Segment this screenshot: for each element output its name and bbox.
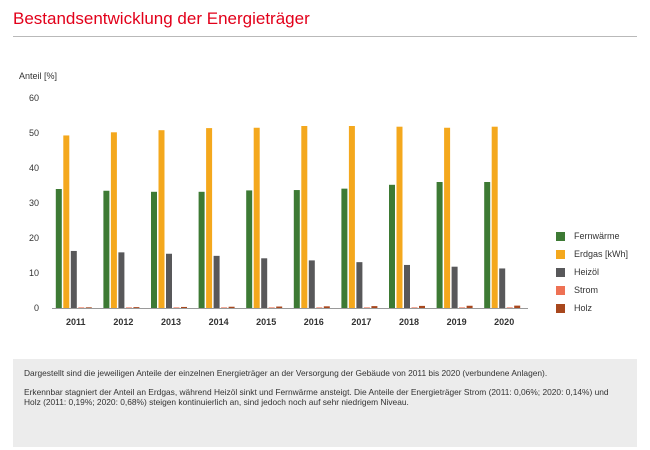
bar (341, 188, 348, 308)
legend-swatch (556, 249, 565, 259)
x-tick-label: 2016 (304, 317, 324, 327)
bar (389, 184, 395, 308)
legend-item: Fernwärme (556, 227, 628, 245)
bar (125, 307, 132, 308)
legend-item: Heizöl (556, 263, 628, 281)
legend-item: Strom (556, 281, 628, 299)
bar (110, 132, 117, 308)
x-tick-label: 2019 (447, 317, 467, 327)
bar (221, 307, 228, 308)
bar (436, 182, 443, 308)
bar (151, 191, 157, 308)
x-tick-label: 2012 (113, 317, 133, 327)
bar (323, 306, 330, 308)
bar (506, 307, 513, 308)
bar (459, 307, 466, 308)
x-tick-label: 2020 (494, 317, 514, 327)
bar (499, 268, 506, 308)
bar (55, 189, 62, 308)
description-paragraph-1: Dargestellt sind die jeweiligen Anteile … (24, 368, 548, 378)
bar (228, 306, 235, 308)
bar (404, 264, 410, 308)
y-tick-label: 10 (29, 268, 39, 278)
x-tick-label: 2015 (256, 317, 276, 327)
legend-swatch (556, 303, 565, 313)
x-tick-label: 2014 (209, 317, 229, 327)
y-axis: 0 10 20 30 40 50 60 (29, 93, 39, 313)
legend-label: Erdgas [kWh] (574, 249, 629, 259)
bar (118, 252, 125, 308)
y-tick-label: 30 (29, 198, 39, 208)
bar (63, 135, 70, 308)
bar (419, 305, 425, 308)
bar (166, 253, 172, 308)
bar (276, 306, 283, 308)
legend-swatch (556, 231, 565, 241)
bar (268, 307, 275, 308)
legend-label: Fernwärme (574, 231, 620, 241)
bar (293, 190, 300, 308)
y-tick-label: 0 (34, 303, 39, 313)
bar (514, 305, 521, 308)
bar (491, 126, 498, 308)
bar (206, 128, 213, 308)
title-divider (13, 36, 637, 37)
y-axis-title: Anteil [%] (19, 71, 58, 81)
bar (411, 307, 418, 308)
bar (181, 306, 187, 308)
bar (198, 191, 205, 308)
bar (78, 307, 85, 308)
bar (348, 126, 355, 308)
bar (133, 307, 140, 309)
legend-item: Holz (556, 299, 628, 317)
bar (308, 260, 315, 308)
bar (246, 190, 253, 308)
legend-label: Strom (574, 285, 599, 295)
bar (356, 262, 363, 308)
bar (253, 127, 260, 308)
x-axis: 2011 2012 2013 2014 2015 2016 2017 2018 2019 2020 (52, 308, 528, 327)
bar (85, 307, 92, 308)
y-tick-label: 60 (29, 93, 39, 103)
y-tick-label: 40 (29, 163, 39, 173)
bar (363, 307, 370, 308)
bar (103, 190, 110, 308)
legend-item: Erdgas [kWh] (556, 245, 628, 263)
bar (371, 306, 378, 308)
bar (173, 307, 180, 308)
x-tick-label: 2011 (66, 317, 86, 327)
bar (158, 130, 165, 308)
legend-swatch (556, 285, 565, 295)
legend: Fernwärme Erdgas [kWh] Heizöl Strom Holz (556, 227, 628, 317)
x-tick-label: 2013 (161, 317, 181, 327)
y-tick-label: 20 (29, 233, 39, 243)
bar (451, 266, 458, 308)
bar (261, 258, 268, 308)
description-paragraph-2: Erkennbar stagniert der Anteil an Erdgas… (24, 386, 609, 408)
chart-title: Bestandsentwicklung der Energieträger (13, 9, 310, 28)
x-tick-label: 2018 (399, 317, 419, 327)
bar (444, 127, 451, 308)
legend-label: Heizöl (574, 267, 600, 277)
legend-swatch (556, 267, 565, 277)
bar (396, 126, 403, 308)
description-box: Dargestellt sind die jeweiligen Anteile … (13, 359, 637, 447)
bar (484, 182, 491, 308)
bar (70, 250, 77, 308)
bar (316, 307, 323, 308)
bar (466, 305, 473, 308)
bar (301, 126, 308, 308)
x-tick-label: 2017 (351, 317, 371, 327)
legend-label: Holz (574, 303, 593, 313)
bar (213, 255, 220, 308)
bar-group (55, 126, 521, 309)
y-tick-label: 50 (29, 128, 39, 138)
